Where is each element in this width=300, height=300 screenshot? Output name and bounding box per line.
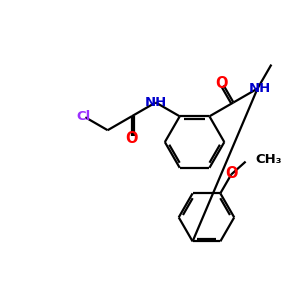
Text: CH₃: CH₃	[256, 153, 282, 166]
Text: NH: NH	[248, 82, 271, 95]
Text: O: O	[225, 166, 238, 181]
Text: NH: NH	[145, 96, 167, 109]
Text: Cl: Cl	[76, 110, 91, 123]
Text: O: O	[125, 130, 138, 146]
Text: O: O	[215, 76, 228, 91]
